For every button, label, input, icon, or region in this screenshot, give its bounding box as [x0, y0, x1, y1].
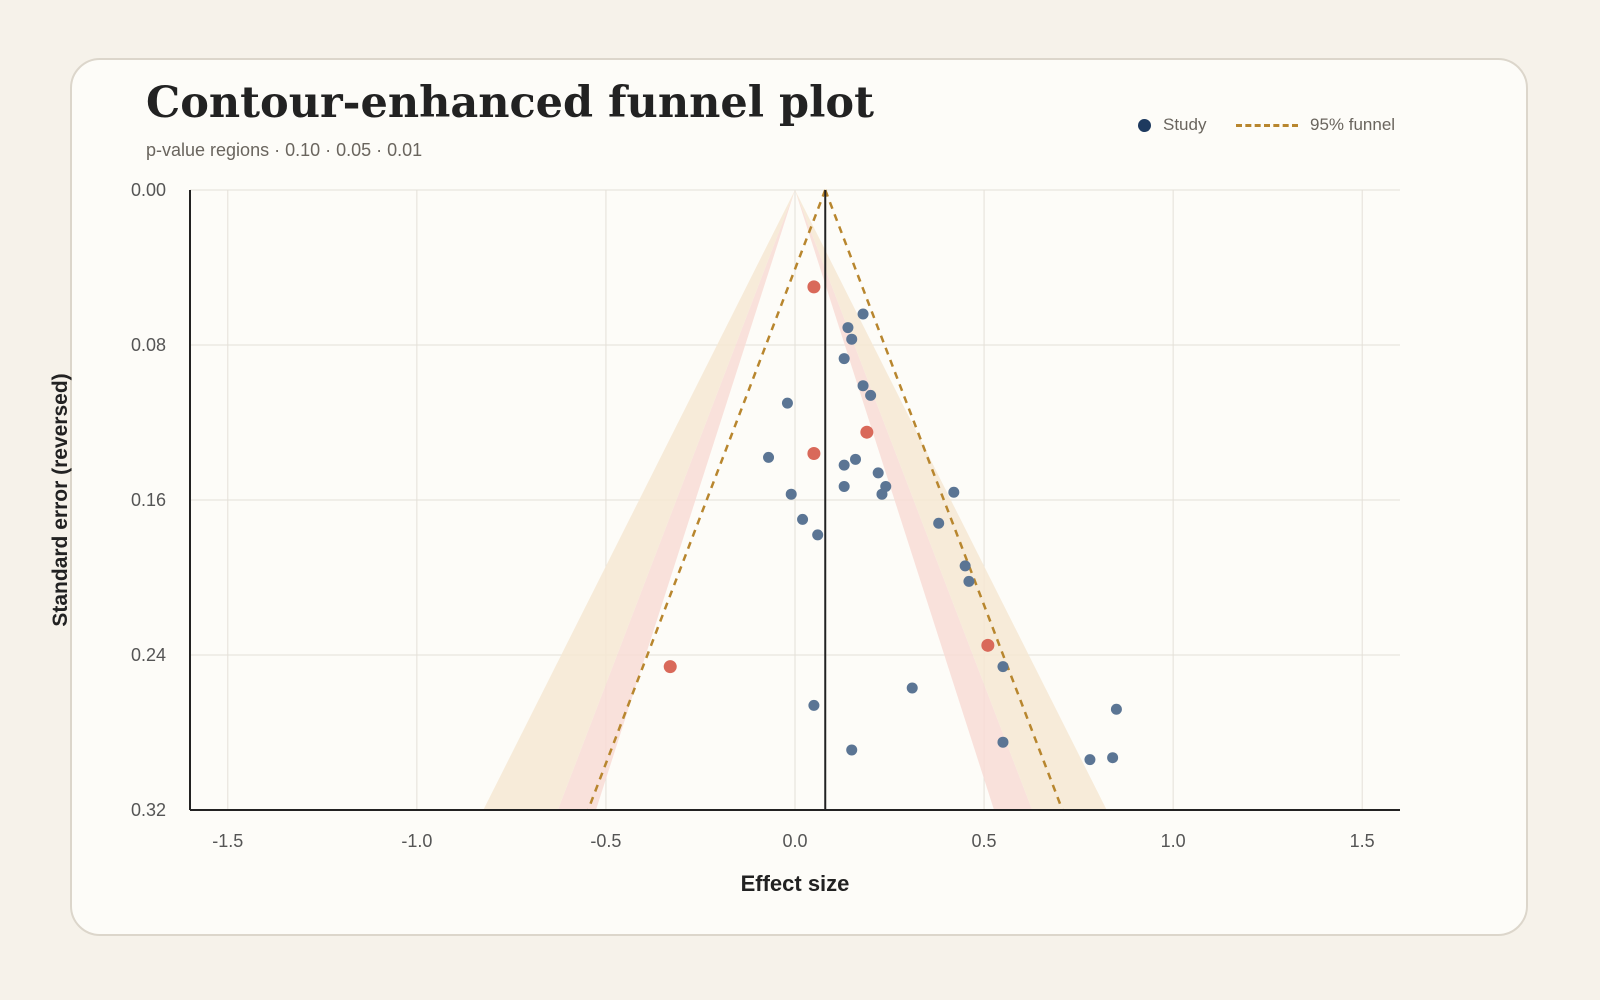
legend-item-funnel: 95% funnel	[1236, 115, 1395, 135]
study-point	[997, 661, 1009, 673]
study-point	[812, 529, 824, 541]
study-point	[797, 513, 809, 525]
region-p10-left	[557, 190, 795, 810]
study-point	[963, 575, 975, 587]
y-tick-label: 0.16	[131, 490, 166, 510]
study-point	[842, 322, 854, 334]
x-tick-label: 1.5	[1350, 831, 1375, 851]
y-tick-label: 0.24	[131, 645, 166, 665]
funnel-line-right	[824, 189, 1064, 811]
chart-subtitle: p-value regions · 0.10 · 0.05 · 0.01	[146, 140, 423, 160]
study-point	[857, 308, 869, 320]
study-point-highlighted	[981, 638, 995, 652]
study-point-highlighted	[807, 280, 821, 294]
study-point	[997, 736, 1009, 748]
study-point	[1110, 703, 1122, 715]
study-point	[838, 459, 850, 471]
x-tick-label: 0.0	[782, 831, 807, 851]
legend-item-study: Study	[1138, 115, 1206, 135]
study-point	[846, 744, 858, 756]
legend-study-marker	[1138, 118, 1151, 132]
study-point	[846, 333, 858, 345]
x-tick-label: -0.5	[590, 831, 621, 851]
legend-study-label: Study	[1163, 115, 1207, 134]
study-point	[781, 397, 793, 409]
y-tick-label: 0.00	[131, 180, 166, 200]
study-point	[906, 682, 918, 694]
study-point	[850, 453, 861, 465]
study-point	[959, 560, 971, 572]
study-point	[838, 480, 850, 492]
study-point	[872, 467, 884, 479]
study-point	[1084, 754, 1096, 766]
y-axis-label: Standard error (reversed)	[49, 373, 72, 626]
chart-title: Contour-enhanced funnel plot	[146, 78, 874, 128]
x-tick-label: 0.5	[972, 831, 997, 851]
x-tick-label: -1.5	[212, 831, 243, 851]
chart-card: Contour-enhanced funnel plot p-value reg…	[70, 58, 1528, 936]
funnel-line-left	[586, 189, 827, 811]
legend-funnel-label: 95% funnel	[1310, 115, 1396, 134]
x-axis-label: Effect size	[741, 871, 850, 896]
legend-funnel-marker	[1236, 123, 1298, 127]
region-p05-left	[483, 190, 795, 810]
study-point	[948, 486, 960, 498]
study-point-highlighted	[807, 447, 821, 460]
study-point-highlighted	[860, 425, 874, 439]
study-point	[785, 488, 797, 500]
study-point	[933, 517, 945, 529]
study-point	[876, 488, 888, 500]
x-tick-label: 1.0	[1161, 831, 1186, 851]
study-point	[1107, 752, 1119, 764]
y-tick-label: 0.32	[131, 800, 166, 820]
region-p05-right	[795, 190, 1107, 810]
study-point	[865, 389, 877, 401]
study-point	[763, 451, 775, 463]
study-point	[808, 699, 820, 711]
x-tick-label: -1.0	[401, 831, 432, 851]
y-tick-label: 0.08	[131, 335, 166, 355]
study-point	[838, 353, 850, 365]
study-point	[857, 380, 869, 392]
study-point-highlighted	[663, 660, 677, 674]
